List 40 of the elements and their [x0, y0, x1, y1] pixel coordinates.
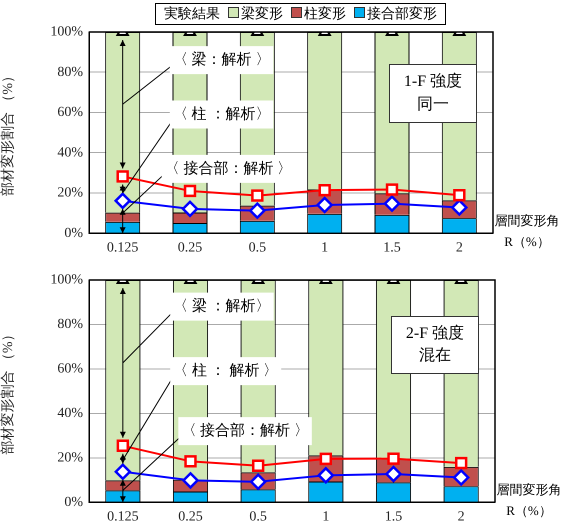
y-tick-label: 60% — [57, 362, 84, 377]
y-tick-label: 100% — [50, 272, 84, 288]
annotation: 〈 梁：解析 〉 — [172, 51, 270, 68]
x-axis-title: 層間変形角 R（%） — [494, 212, 560, 251]
x-tick-label: 2 — [456, 240, 463, 256]
legend-label: 柱変形 — [303, 5, 346, 23]
y-tick-label: 0% — [64, 494, 84, 510]
y-tick-label: 80% — [57, 317, 84, 332]
legend-label: 梁変形 — [240, 5, 283, 23]
y-tick-label: 40% — [57, 406, 84, 421]
legend-label: 接合部変形 — [366, 5, 437, 23]
x-tick-label: 0.25 — [178, 240, 202, 256]
y-tick-label: 0% — [64, 226, 84, 241]
annotation: 〈 梁 ：解析〉 — [173, 298, 271, 315]
annotation: 〈 柱 ： 解析 〉 — [173, 362, 278, 380]
x-tick-label: 0.125 — [106, 240, 138, 256]
x-tick-label: 1.5 — [383, 240, 401, 256]
x-tick-label: 0.5 — [248, 240, 266, 256]
y-tick-label: 40% — [57, 145, 84, 160]
x-tick-label: 0.25 — [178, 509, 203, 524]
text: 2-F 強度混在 — [391, 316, 479, 374]
annotation: 〈 接合部：解析 〉 — [164, 160, 292, 177]
legend-title: 実験結果 — [164, 5, 220, 23]
annotation: 〈 接合部：解析 〉 — [181, 422, 309, 440]
x-tick-label: 0.125 — [107, 509, 139, 524]
y-axis-title: 部材変形割合 （%） — [0, 328, 16, 455]
y-tick-label: 20% — [57, 450, 84, 466]
y-axis-title: 部材変形割合 （%） — [0, 69, 16, 196]
x-tick-label: 1 — [321, 240, 328, 256]
x-axis-title: 層間変形角 R（%） — [496, 481, 562, 520]
x-tick-label: 1 — [322, 509, 330, 524]
y-tick-label: 20% — [57, 186, 84, 201]
x-tick-label: 1.5 — [384, 509, 402, 524]
x-tick-label: 0.5 — [249, 509, 267, 524]
annotation: 〈 柱 ：解析〉 — [172, 105, 270, 122]
text: 1-F 強度同一 — [389, 64, 477, 123]
x-tick-label: 2 — [458, 509, 465, 524]
y-tick-label: 100% — [50, 24, 84, 40]
y-tick-label: 60% — [57, 105, 84, 120]
y-tick-label: 80% — [57, 64, 84, 80]
